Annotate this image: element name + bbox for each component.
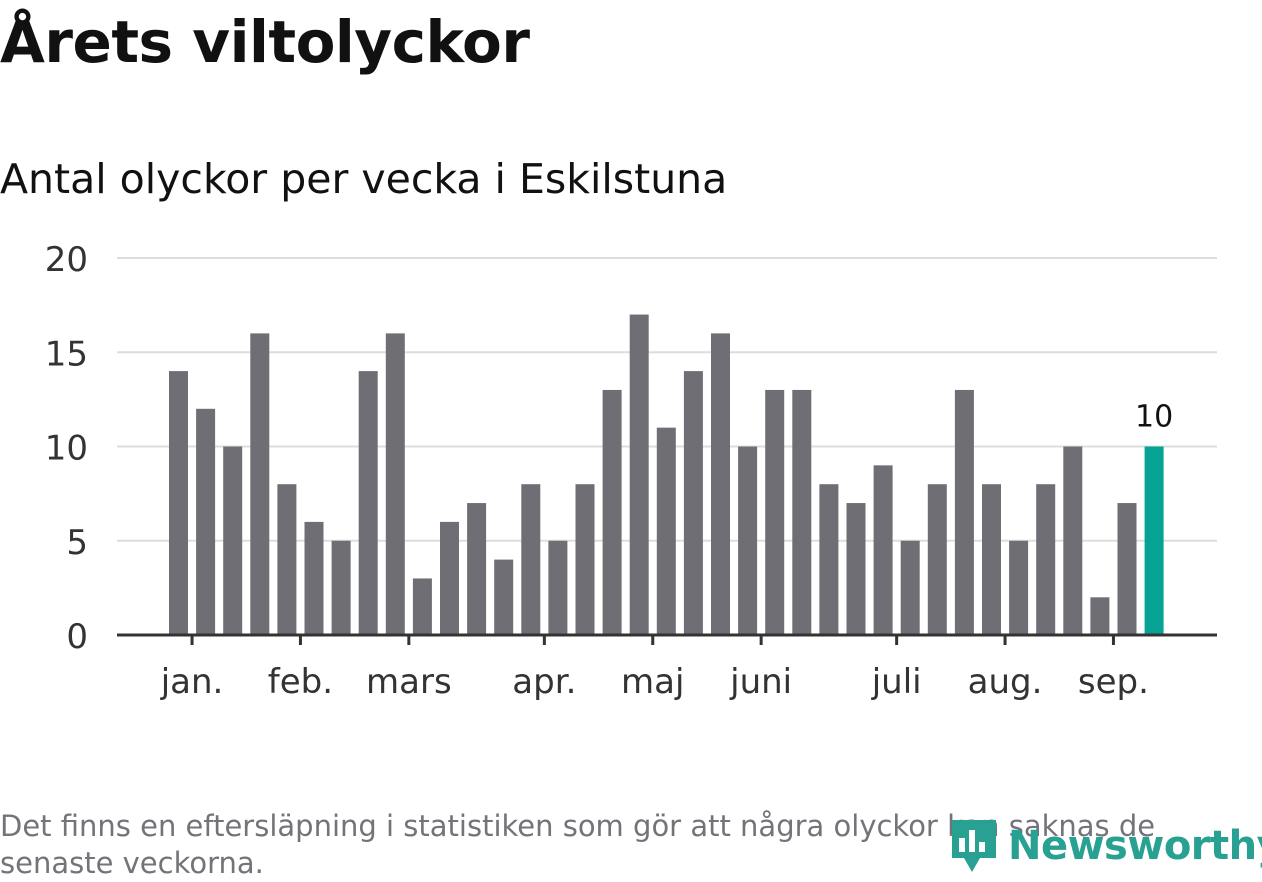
bar xyxy=(1063,446,1083,635)
x-tick-label: juni xyxy=(729,662,792,702)
bar xyxy=(494,559,514,635)
x-tick-label: feb. xyxy=(268,662,333,702)
y-tick-label: 15 xyxy=(45,334,88,374)
bar-chart: 0 5 10 15 20 10 jan. feb. mars apr. maj juni juli aug… xyxy=(45,240,1217,702)
bar xyxy=(196,408,216,635)
chart-title: Årets viltolyckor xyxy=(0,8,530,76)
bar xyxy=(358,371,378,635)
brand-name: Newsworthy xyxy=(1008,823,1262,869)
bar-highlight xyxy=(1144,446,1164,635)
bar xyxy=(548,540,568,635)
x-tick-label: sep. xyxy=(1078,662,1149,702)
bar xyxy=(223,446,243,635)
x-tick-label: mars xyxy=(366,662,452,702)
bar xyxy=(1117,503,1137,635)
bar xyxy=(1090,597,1110,635)
y-tick-label: 5 xyxy=(66,523,88,563)
bar xyxy=(1009,540,1029,635)
bar xyxy=(873,465,893,635)
y-tick-label: 0 xyxy=(66,617,88,657)
chart-subtitle: Antal olyckor per vecka i Eskilstuna xyxy=(0,155,728,203)
bar xyxy=(412,578,432,635)
bar xyxy=(331,540,351,635)
bar xyxy=(467,503,487,635)
bar xyxy=(385,333,405,635)
bar xyxy=(982,484,1001,635)
x-tick-label: jan. xyxy=(160,662,224,702)
bar xyxy=(954,389,974,635)
bar xyxy=(169,371,188,635)
bar xyxy=(277,484,297,635)
x-tick-label: juli xyxy=(871,662,922,702)
bar xyxy=(765,389,785,635)
x-tick-label: aug. xyxy=(968,662,1043,702)
bar xyxy=(575,484,595,635)
bar xyxy=(440,521,459,635)
bar xyxy=(711,333,730,635)
bar xyxy=(792,389,812,635)
x-tick-label: maj xyxy=(621,662,684,702)
bar xyxy=(656,427,676,635)
bar xyxy=(846,503,866,635)
bar xyxy=(250,333,270,635)
bar xyxy=(819,484,839,635)
bar xyxy=(629,314,649,635)
x-tick-label: apr. xyxy=(512,662,576,702)
bar xyxy=(683,371,703,635)
y-tick-label: 20 xyxy=(45,240,88,280)
bar xyxy=(738,446,758,635)
y-tick-label: 10 xyxy=(45,429,88,469)
bar xyxy=(304,521,324,635)
bar xyxy=(927,484,947,635)
bar xyxy=(602,389,622,635)
brand-logo: Newsworthy xyxy=(948,814,1262,878)
newsworthy-logo-icon xyxy=(952,820,996,872)
bar xyxy=(1036,484,1056,635)
bar xyxy=(900,540,920,635)
data-label: 10 xyxy=(1135,400,1173,435)
bar xyxy=(521,484,541,635)
